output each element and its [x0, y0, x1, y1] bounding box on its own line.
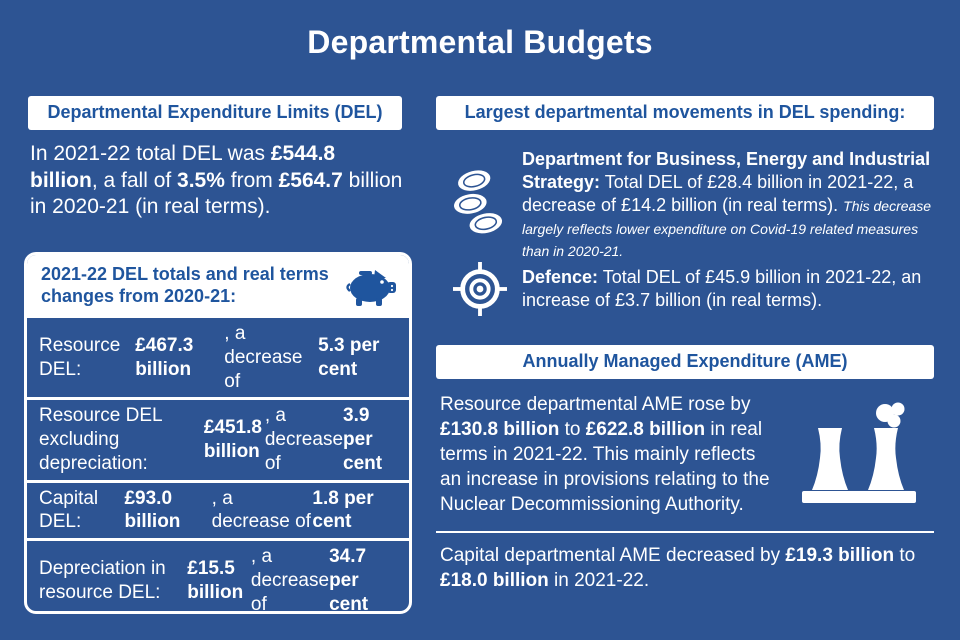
beis-movement-text: Department for Business, Energy and Indu… [522, 149, 932, 260]
piggy-bank-icon [343, 263, 401, 307]
ame-divider [436, 531, 934, 533]
ame-section-header: Annually Managed Expenditure (AME) [436, 345, 934, 379]
coin-stack-icon [438, 148, 522, 236]
ame-section-header-label: Annually Managed Expenditure (AME) [522, 351, 848, 372]
del-section-header-label: Departmental Expenditure Limits (DEL) [47, 102, 383, 123]
ame-resource-text: Resource departmental AME rose by £130.8… [440, 394, 770, 516]
del-row-resource-excl-depreciation: Resource DEL excluding depreciation: £45… [27, 397, 409, 479]
del-totals-panel: 2021-22 DEL totals and real terms change… [24, 252, 412, 614]
del-row-resource: Resource DEL: £467.3 billion, a decrease… [27, 315, 409, 397]
ame-resource-block: Resource departmental AME rose by £130.8… [440, 392, 934, 517]
del-row-depreciation: Depreciation in resource DEL: £15.5 bill… [27, 538, 409, 611]
ame-capital-text: Capital departmental AME decreased by £1… [440, 545, 916, 591]
defence-movement-text: Defence: Total DEL of £45.9 billion in 2… [522, 267, 922, 310]
beis-movement-block: Department for Business, Energy and Indu… [438, 148, 934, 262]
del-intro-text: In 2021-22 total DEL was £544.8 billion,… [30, 142, 403, 219]
movements-section-header-label: Largest departmental movements in DEL sp… [464, 102, 906, 123]
del-totals-panel-header: 2021-22 DEL totals and real terms change… [27, 255, 409, 315]
target-icon [438, 262, 522, 316]
del-row-capital: Capital DEL: £93.0 billion, a decrease o… [27, 479, 409, 539]
del-totals-panel-title: 2021-22 DEL totals and real terms change… [41, 263, 329, 307]
page-title: Departmental Budgets [307, 24, 653, 60]
movements-section-header: Largest departmental movements in DEL sp… [436, 96, 934, 130]
del-section-header: Departmental Expenditure Limits (DEL) [28, 96, 402, 130]
defence-movement-block: Defence: Total DEL of £45.9 billion in 2… [438, 262, 934, 316]
cooling-towers-icon [784, 392, 934, 517]
